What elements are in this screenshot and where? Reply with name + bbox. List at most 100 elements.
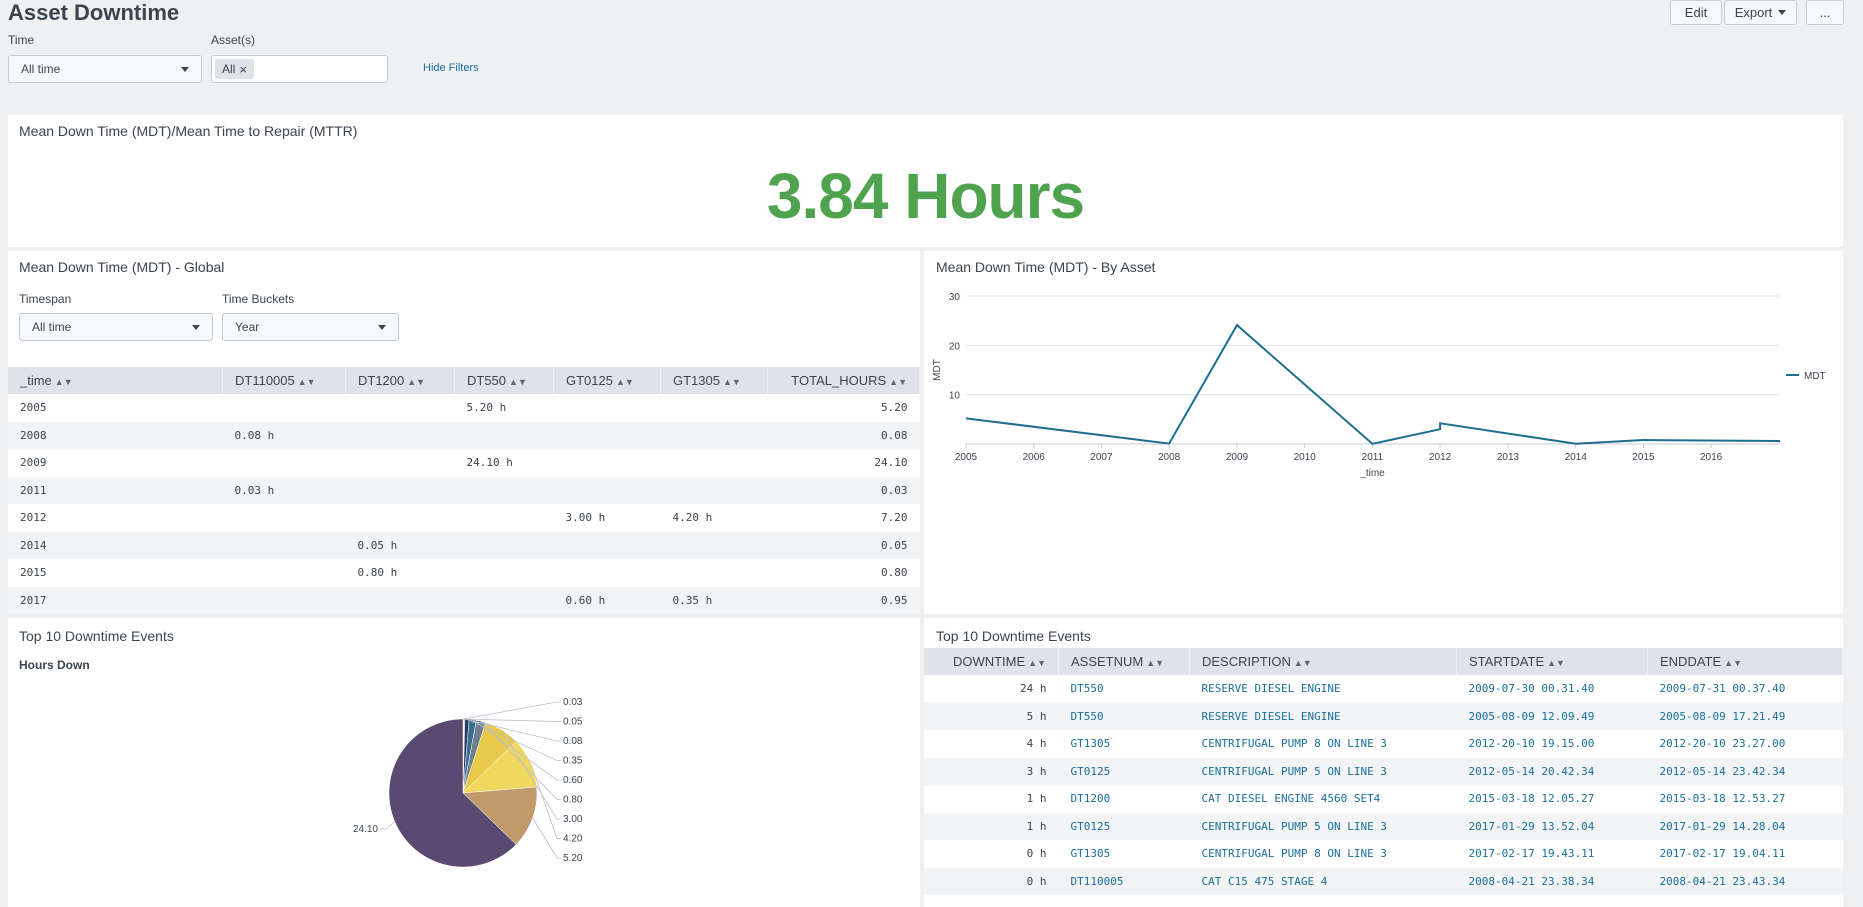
table-cell[interactable]: CENTRIFUGAL PUMP 8 ON LINE 3 [1201, 847, 1387, 861]
table-row[interactable]: 2014 0.05 h 0.05 [8, 531, 920, 559]
chevron-down-icon [378, 325, 386, 330]
column-header[interactable]: GT1305 ▲▼ [660, 367, 768, 394]
table-row[interactable]: 2015 0.80 h 0.80 [8, 559, 920, 587]
table-cell[interactable]: DT110005 [1058, 867, 1190, 895]
table-row[interactable]: 2008 0.08 h 0.08 [8, 421, 920, 449]
chevron-down-icon [1778, 10, 1787, 15]
table-cell[interactable]: 2012-05-14 23.42.34 [1647, 757, 1843, 785]
table-cell[interactable]: 2017-01-29 13.52.04 [1456, 812, 1648, 840]
table-cell[interactable]: 2009-07-31 00.37.40 [1659, 682, 1786, 696]
pie-leader-line [464, 718, 561, 742]
column-header[interactable]: ASSETNUM ▲▼ [1058, 648, 1190, 675]
table-cell[interactable]: DT550 [1058, 702, 1190, 730]
table-row[interactable]: 2012 3.00 h 4.20 h 7.20 [8, 504, 920, 532]
timespan-dropdown[interactable]: All time [19, 313, 213, 341]
table-cell [454, 531, 554, 559]
column-header[interactable]: TOTAL_HOURS ▲▼ [767, 367, 920, 394]
table-cell: 5 h [924, 702, 1059, 730]
hide-filters-link[interactable]: Hide Filters [423, 62, 479, 74]
table-row[interactable]: 0 h GT1305 CENTRIFUGAL PUMP 8 ON LINE 3 201… [924, 840, 1843, 868]
table-cell[interactable]: 2012-20-10 19.15.00 [1468, 737, 1595, 751]
table-row[interactable]: 2017 0.60 h 0.35 h 0.95 [8, 586, 920, 614]
pie-leader-line [530, 762, 561, 839]
panel-title: Top 10 Downtime Events [19, 628, 174, 644]
pie-slice-label: 0.05 [563, 717, 583, 728]
table-cell [554, 449, 661, 477]
assets-multiselect[interactable]: All × [211, 55, 388, 83]
table-row[interactable]: 0 h DT110005 CAT C15 475 STAGE 4 2008-04-21… [924, 867, 1843, 895]
column-header[interactable]: DT110005 ▲▼ [222, 367, 346, 394]
column-header[interactable]: ENDDATE ▲▼ [1647, 648, 1843, 675]
more-button[interactable]: ... [1806, 0, 1844, 25]
table-cell: 2005 [20, 401, 47, 415]
table-row[interactable]: 5 h DT550 RESERVE DIESEL ENGINE 2005-08-09 … [924, 702, 1843, 730]
table-cell: 5.20 h [466, 401, 507, 415]
column-header[interactable]: DT1200 ▲▼ [345, 367, 455, 394]
y-tick-label: 10 [949, 391, 961, 402]
table-cell [661, 559, 768, 587]
table-cell[interactable]: CENTRIFUGAL PUMP 8 ON LINE 3 [1201, 737, 1387, 751]
table-cell[interactable]: 2008-04-21 23.43.34 [1647, 867, 1843, 895]
table-cell[interactable]: 2017-02-17 19.43.11 [1468, 847, 1595, 861]
table-cell[interactable]: GT1305 [1070, 847, 1111, 861]
table-cell[interactable]: CAT C15 475 STAGE 4 [1189, 867, 1457, 895]
pie-slice-label: 0.08 [563, 736, 583, 747]
table-cell[interactable]: GT0125 [1058, 757, 1190, 785]
table-row[interactable]: 3 h GT0125 CENTRIFUGAL PUMP 5 ON LINE 3 201… [924, 757, 1843, 785]
table-cell [660, 421, 768, 449]
time-buckets-dropdown[interactable]: Year [222, 313, 399, 341]
table-row[interactable]: 2005 5.20 h 5.20 [8, 394, 920, 422]
table-cell[interactable]: DT550 [1070, 682, 1104, 696]
table-cell [554, 559, 661, 587]
table-cell[interactable]: 2008-04-21 23.38.34 [1456, 867, 1648, 895]
table-row[interactable]: 24 h DT550 RESERVE DIESEL ENGINE 2009-07-30… [924, 675, 1843, 703]
table-cell[interactable]: 2012-20-10 23.27.00 [1659, 737, 1786, 751]
table-cell[interactable]: 2005-08-09 12.09.49 [1456, 702, 1648, 730]
table-cell[interactable]: GT0125 [1058, 812, 1190, 840]
table-row[interactable]: 2011 0.03 h 0.03 [8, 476, 920, 504]
export-button[interactable]: Export [1724, 0, 1797, 25]
table-cell[interactable]: DT1200 [1070, 792, 1111, 806]
sort-icon: ▲▼ [1028, 658, 1046, 668]
x-tick-label: 2006 [1023, 452, 1046, 463]
table-cell[interactable]: 2017-01-29 14.28.04 [1647, 812, 1843, 840]
table-cell[interactable]: 2012-05-14 20.42.34 [1456, 757, 1648, 785]
table-row[interactable]: 4 h GT1305 CENTRIFUGAL PUMP 8 ON LINE 3 201… [924, 730, 1843, 758]
pie-slice-label: 0.60 [563, 775, 583, 786]
column-header[interactable]: _time ▲▼ [8, 367, 223, 394]
assets-filter-label: Asset(s) [211, 33, 256, 47]
table-row[interactable]: 2009 24.10 h 24.10 [8, 449, 920, 477]
table-cell[interactable]: 2017-02-17 19.04.11 [1659, 847, 1786, 861]
table-row[interactable]: 1 h DT1200 CAT DIESEL ENGINE 4560 SET4 2015… [924, 785, 1843, 813]
assets-token[interactable]: All × [215, 59, 254, 79]
x-tick-label: 2005 [955, 452, 978, 463]
column-header[interactable]: GT0125 ▲▼ [553, 367, 661, 394]
table-cell[interactable]: 2009-07-30 00.31.40 [1468, 682, 1595, 696]
table-cell[interactable]: 2015-03-18 12.53.27 [1659, 792, 1786, 806]
time-dropdown[interactable]: All time [8, 55, 202, 83]
column-header[interactable]: DOWNTIME ▲▼ [924, 648, 1059, 675]
table-cell: 24.10 [874, 456, 908, 470]
table-cell[interactable]: 2015-03-18 12.05.27 [1468, 792, 1595, 806]
column-header[interactable]: STARTDATE ▲▼ [1456, 648, 1648, 675]
sort-icon: ▲▼ [297, 377, 316, 387]
sort-icon: ▲▼ [889, 377, 907, 387]
table-cell[interactable]: GT1305 [1070, 737, 1111, 751]
sort-icon: ▲▼ [1547, 658, 1565, 668]
table-cell[interactable]: CAT DIESEL ENGINE 4560 SET4 [1201, 792, 1381, 806]
table-cell [346, 394, 455, 422]
table-cell[interactable]: CENTRIFUGAL PUMP 5 ON LINE 3 [1189, 757, 1457, 785]
edit-button[interactable]: Edit [1670, 0, 1722, 25]
table-cell [223, 449, 346, 477]
column-header[interactable]: DESCRIPTION ▲▼ [1189, 648, 1457, 675]
table-cell: 2008 [8, 421, 223, 449]
table-cell[interactable]: CENTRIFUGAL PUMP 5 ON LINE 3 [1189, 812, 1457, 840]
chevron-down-icon [192, 325, 200, 330]
table-cell[interactable]: RESERVE DIESEL ENGINE [1201, 682, 1341, 696]
table-row[interactable]: 1 h GT0125 CENTRIFUGAL PUMP 5 ON LINE 3 201… [924, 812, 1843, 840]
table-cell[interactable]: 2005-08-09 17.21.49 [1647, 702, 1843, 730]
sort-icon: ▲▼ [722, 377, 741, 387]
close-icon[interactable]: × [239, 61, 247, 77]
table-cell[interactable]: RESERVE DIESEL ENGINE [1189, 702, 1457, 730]
column-header[interactable]: DT550 ▲▼ [454, 367, 554, 394]
